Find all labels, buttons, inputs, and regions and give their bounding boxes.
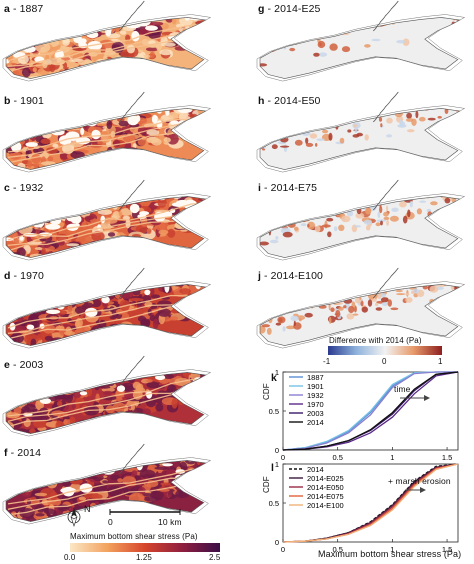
panel-label-a: a - 1887 [4,3,44,15]
scalebar-start: 0 [108,517,113,527]
panel-label-e: e - 2003 [4,359,44,371]
panel-label-c: c - 1932 [4,182,44,194]
panel-label-d: d - 1970 [4,270,44,282]
chart-l-ylabel: CDF [262,476,271,493]
colorbar-right [328,346,442,355]
colorbar-left-tick-2: 2.5 [209,553,221,562]
colorbar-right-tick-2: 1 [438,357,443,366]
chart-l-annotation: + marsh erosion [388,476,451,486]
panel-label-f: f - 2014 [4,447,42,459]
panel-label-b: b - 1901 [4,95,44,107]
colorbar-left-tick-0: 0.0 [64,553,76,562]
colorbar-right-tick-0: -1 [323,357,331,366]
colorbar-right-title: Difference with 2014 (Pa) [329,336,422,345]
colorbar-left-title: Maximum bottom shear stress (Pa) [70,532,198,541]
colorbar-right-tick-1: 0 [382,357,387,366]
chart-l-letter: l [271,462,275,474]
north-label: N [84,504,91,514]
map-left-0 [2,0,212,82]
chart-l-xlabel: Maximum bottom shear stress (Pa) [318,549,462,559]
colorbar-left [70,543,220,552]
panel-label-j: j - 2014-E100 [258,270,323,282]
panel-label-g: g - 2014-E25 [258,3,321,15]
panel-label-i: i - 2014-E75 [258,182,318,194]
chart-k-letter: k [271,372,277,384]
panel-label-h: h - 2014-E50 [258,95,321,107]
chart-k-annotation: time [394,384,411,394]
scalebar-end: 10 km [158,517,182,527]
chart-k-ylabel: CDF [262,383,271,400]
colorbar-left-tick-1: 1.25 [136,553,152,562]
